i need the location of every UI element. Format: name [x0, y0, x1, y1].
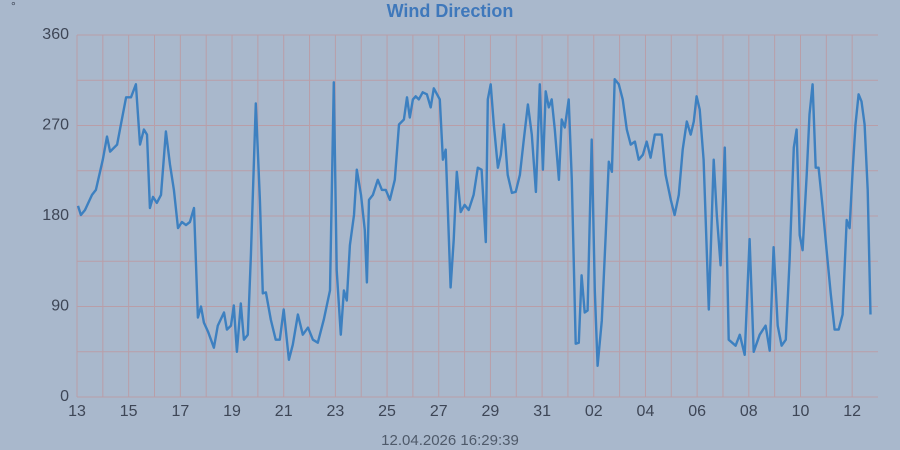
y-unit: ° — [11, 0, 16, 13]
x-tick-label: 10 — [792, 403, 810, 420]
x-tick-label: 29 — [482, 403, 500, 420]
x-tick-label: 19 — [223, 403, 241, 420]
x-tick-label: 21 — [275, 403, 293, 420]
x-tick-label: 08 — [740, 403, 758, 420]
y-tick-label: 360 — [42, 26, 69, 43]
x-tick-label: 25 — [378, 403, 396, 420]
x-tick-label: 15 — [120, 403, 138, 420]
x-tick-label: 04 — [637, 403, 655, 420]
y-tick-label: 180 — [42, 207, 69, 224]
y-tick-label: 0 — [60, 388, 69, 405]
x-tick-label: 06 — [688, 403, 706, 420]
x-tick-label: 17 — [171, 403, 189, 420]
x-tick-label: 27 — [430, 403, 448, 420]
x-tick-label: 31 — [533, 403, 551, 420]
y-tick-label: 90 — [51, 298, 69, 315]
data-line — [76, 78, 872, 367]
x-tick-label: 12 — [843, 403, 861, 420]
timestamp: 12.04.2026 16:29:39 — [381, 432, 519, 449]
x-tick-label: 02 — [585, 403, 603, 420]
chart-title: Wind Direction — [387, 1, 514, 21]
x-tick-label: 23 — [326, 403, 344, 420]
y-tick-label: 270 — [42, 117, 69, 134]
x-tick-label: 13 — [68, 403, 86, 420]
